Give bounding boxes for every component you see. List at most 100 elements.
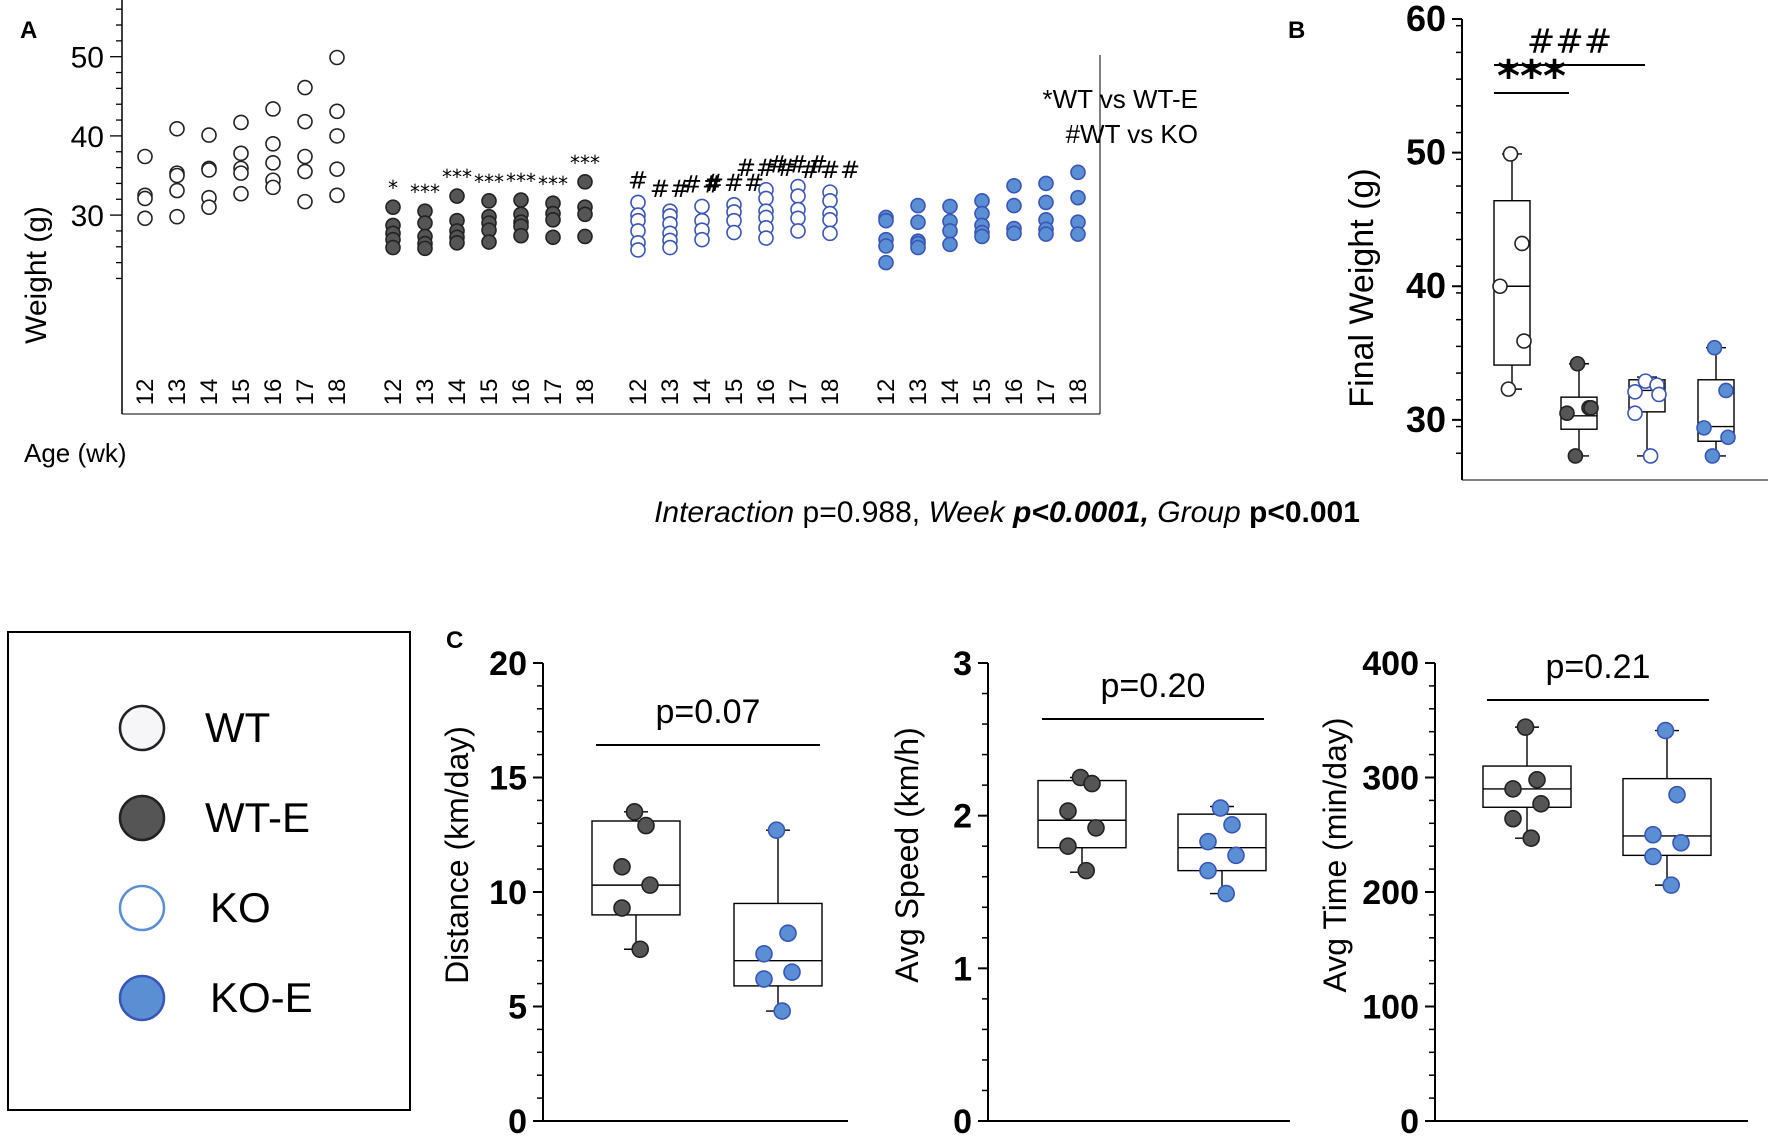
footnote-interaction-p: p=0.988, [803, 496, 921, 529]
panel-a-point-wt-e [481, 234, 497, 250]
panel-a-week-label: 15 [969, 379, 996, 406]
panel-a-point-wt [201, 162, 217, 178]
panel-a-week-label: 16 [753, 379, 780, 406]
panel-c2-box-wt-e [1037, 779, 1127, 849]
legend-box [7, 631, 411, 1111]
panel-b-point-ko-e [1706, 339, 1723, 356]
panel-a-legend-line1: *WT vs WT-E [1042, 84, 1198, 114]
legend-marker-ko [118, 884, 166, 932]
panel-b-point-ko [1627, 384, 1643, 400]
panel-c2-ytick-label: 3 [953, 645, 972, 683]
panel-a-week-label: 14 [937, 379, 964, 406]
panel-c1-point-ko-e [773, 1002, 792, 1020]
panel-a-week-label: 13 [164, 379, 191, 406]
panel-c2-p-value: p=0.20 [1101, 667, 1206, 705]
legend-marker-wt [118, 704, 166, 752]
panel-a-significance-mark: ### [768, 151, 828, 179]
panel-a-point-wt [297, 79, 313, 96]
panel-c3-point-ko-e [1672, 833, 1690, 852]
panel-a-week-label: 14 [444, 379, 471, 406]
panel-a-point-wt [265, 136, 281, 152]
panel-b-point-ko [1642, 448, 1659, 464]
panel-label-b: B [1288, 17, 1305, 44]
panel-c2-ylabel: Avg Speed (km/h) [889, 727, 925, 983]
panel-a-point-ko-e [878, 238, 894, 254]
panel-c1-point-wt-e [631, 940, 650, 959]
panel-a-significance-mark: *** [474, 170, 504, 194]
panel-a-point-wt [329, 128, 345, 144]
panel-a-significance-mark: ### [704, 169, 764, 197]
panel-c3-point-ko-e [1656, 721, 1675, 740]
panel-a-footnote: Interaction p=0.988, Week p<0.0001, Grou… [654, 496, 1360, 529]
panel-a-point-wt [265, 101, 281, 117]
panel-a-point-wt [329, 49, 345, 66]
panel-label-c: C [446, 627, 463, 654]
panel-c3-point-wt-e [1504, 780, 1522, 798]
panel-a-point-ko-e [1006, 225, 1022, 242]
footnote-group-p: p<0.001 [1249, 496, 1360, 529]
panel-a-point-ko-e [1070, 189, 1086, 206]
panel-c2-point-wt-e [1059, 802, 1077, 820]
panel-a-week-label: 12 [380, 379, 407, 406]
panel-a-week-label: 15 [476, 379, 503, 406]
panel-b-ytick-label: 50 [1406, 132, 1446, 173]
panel-a-point-ko [758, 230, 774, 246]
panel-c1-point-ko-e [783, 963, 801, 981]
panel-c3-point-ko-e [1668, 785, 1686, 804]
panel-a-significance-mark: *** [410, 180, 440, 204]
panel-a-point-ko [726, 224, 742, 241]
panel-c1-point-wt-e [613, 858, 631, 876]
panel-a-point-wt [137, 148, 153, 165]
panel-a-week-label: 18 [572, 379, 599, 406]
panel-b-point-wt-e [1569, 355, 1586, 372]
panel-a-point-wt-e [545, 229, 561, 246]
legend-label-ko-e: KO-E [210, 974, 313, 1021]
panel-a-point-wt [329, 103, 345, 120]
panel-a-point-wt [233, 165, 249, 181]
panel-a-point-wt [297, 113, 313, 130]
panel-c2-point-ko-e [1199, 861, 1217, 880]
panel-a-ytick-label: 50 [71, 42, 104, 75]
footnote-week-label: Week [928, 496, 1006, 529]
panel-c2-point-ko-e [1199, 832, 1217, 851]
panel-a-point-wt-e [513, 227, 529, 244]
panel-c3-point-wt-e [1532, 795, 1550, 813]
panel-a-point-wt [297, 148, 313, 165]
panel-c1-ytick-label: 20 [489, 645, 527, 683]
panel-a-point-ko-e [1038, 194, 1054, 211]
panel-c1-point-wt-e [637, 816, 655, 835]
panel-a-point-wt [233, 145, 249, 162]
panel-a-ytick-label: 40 [71, 121, 104, 154]
panel-c2-ytick-label: 1 [953, 950, 972, 988]
panel-a-point-wt-e [577, 206, 593, 223]
panel-c1-point-ko-e [779, 924, 797, 943]
panel-a-point-wt [329, 161, 345, 177]
panel-c1-ytick-label: 15 [489, 760, 527, 798]
panel-a-point-ko-e [942, 223, 958, 239]
panel-a-significance-mark: *** [442, 165, 472, 189]
panel-a-week-label: 15 [721, 379, 748, 406]
panel-a-point-wt [169, 182, 185, 199]
panel-c1-ytick-label: 0 [508, 1103, 527, 1136]
panel-a-point-ko-e [878, 254, 894, 271]
panel-a-ytick-label: 30 [71, 200, 104, 233]
panel-a-point-ko [662, 239, 678, 256]
panel-c1-point-ko-e [755, 945, 773, 963]
legend-marker-ko-e [118, 974, 166, 1022]
panel-b-ylabel: Final Weight (g) [1343, 168, 1381, 407]
panel-c1-point-ko-e [767, 821, 786, 839]
panel-a-point-wt [265, 179, 281, 196]
panel-a-point-ko-e [910, 239, 926, 256]
panel-c2-ytick-label: 2 [953, 798, 972, 836]
panel-b-point-wt-e [1559, 405, 1575, 421]
panel-b-point-ko [1651, 386, 1667, 403]
panel-a-significance-mark: *** [538, 172, 568, 196]
panel-c2-point-wt-e [1077, 861, 1095, 880]
panel-a-significance-mark: ## [650, 175, 690, 203]
panel-c2-point-ko-e [1223, 816, 1241, 834]
footnote-interaction-label: Interaction [654, 496, 794, 529]
panel-a-significance-mark: # [628, 166, 648, 194]
panel-b-point-ko-e [1696, 420, 1712, 436]
panel-a-week-label: 17 [1033, 379, 1060, 406]
panel-b-ytick-label: 30 [1406, 399, 1446, 440]
